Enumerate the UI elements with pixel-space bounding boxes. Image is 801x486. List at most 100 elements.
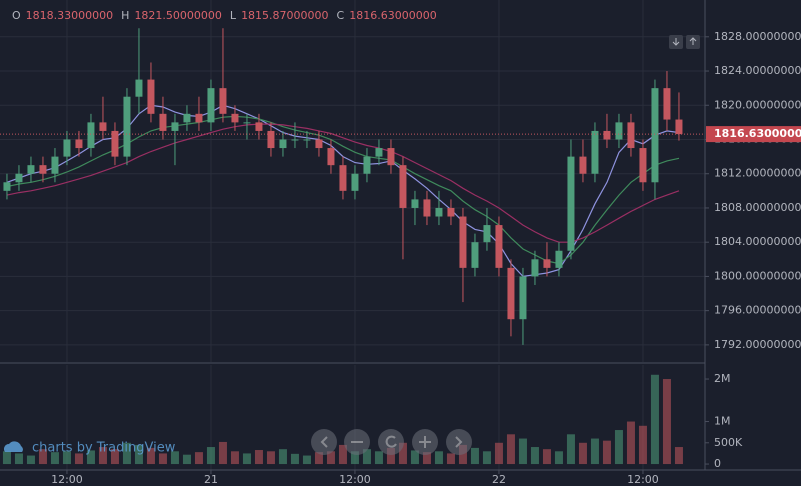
- icon: [672, 38, 680, 46]
- candle-body: [639, 148, 647, 183]
- candle-body: [39, 165, 47, 174]
- candle-body: [87, 122, 95, 149]
- watermark-text: charts by TradingView: [32, 441, 176, 456]
- candle-body: [459, 216, 467, 268]
- volume-bar: [530, 447, 539, 465]
- candle-body: [483, 225, 491, 243]
- volume-bar: [338, 444, 347, 465]
- y-tick-label: 1808.00000000: [714, 201, 801, 214]
- header-key: C: [337, 9, 345, 22]
- candle-body: [507, 267, 515, 320]
- header-value: 1816.63000000: [349, 9, 436, 22]
- volume-bar: [254, 450, 263, 465]
- volume-bar: [182, 454, 191, 465]
- volume-pane: [2, 374, 683, 465]
- candle-body: [543, 259, 551, 268]
- y-tick-label: 1828.00000000: [714, 30, 801, 43]
- volume-bar: [614, 430, 623, 465]
- volume-bar: [458, 444, 467, 465]
- candle-body: [207, 88, 215, 123]
- candle-body: [339, 165, 347, 191]
- volume-bar: [506, 434, 515, 465]
- volume-bar: [554, 451, 563, 465]
- candle-body: [327, 148, 335, 166]
- volume-bar: [26, 455, 35, 465]
- volume-bar: [302, 455, 311, 465]
- candle-body: [135, 79, 143, 97]
- volume-bar: [110, 449, 119, 465]
- volume-bar: [494, 442, 503, 465]
- candle-body: [219, 88, 227, 114]
- candle-body: [99, 122, 107, 131]
- volume-bar: [2, 451, 11, 465]
- volume-bar: [98, 447, 107, 465]
- reset-icon: [385, 435, 397, 448]
- candle-body: [399, 165, 407, 208]
- volume-bar: [350, 451, 359, 465]
- candle-body: [375, 148, 383, 157]
- candle-body: [363, 156, 371, 174]
- y-tick-label: 1796.00000000: [714, 304, 801, 317]
- volume-bar: [662, 379, 671, 465]
- volume-bar: [422, 452, 431, 465]
- candle-body: [3, 182, 11, 191]
- header-value: 1815.87000000: [241, 9, 328, 22]
- candle-body: [279, 139, 287, 149]
- volume-bar: [122, 442, 131, 465]
- candle-body: [147, 79, 155, 114]
- volume-bar: [314, 452, 323, 465]
- volume-bar: [434, 451, 443, 465]
- candle-body: [435, 207, 443, 217]
- candle-body: [183, 113, 191, 123]
- candle-body: [603, 130, 611, 140]
- header-key: H: [121, 9, 129, 22]
- volume-bar: [518, 438, 527, 465]
- nav-buttons[interactable]: [311, 429, 472, 455]
- candle-body: [27, 165, 35, 174]
- y-tick-label: 1812.00000000: [714, 167, 801, 180]
- y-tick-label: 1824.00000000: [714, 64, 801, 77]
- volume-bar: [374, 451, 383, 465]
- last-price-label: 1816.63000000: [714, 127, 801, 140]
- volume-bar: [410, 450, 419, 465]
- pane-buttons[interactable]: [669, 35, 700, 49]
- volume-tick-label: 1M: [714, 415, 731, 428]
- moving-average-line: [6, 123, 680, 243]
- candle-body: [495, 225, 503, 268]
- candle-body: [303, 139, 311, 141]
- candle-body: [243, 122, 251, 124]
- header-value: 1818.33000000: [26, 9, 113, 22]
- candle-body: [663, 88, 671, 120]
- x-tick-label: 21: [204, 473, 218, 486]
- axes: 1792.00000000 1796.00000000 1800.00000000 1…: [0, 30, 801, 486]
- y-tick-label: 1792.00000000: [714, 338, 801, 351]
- candle-body: [123, 96, 131, 157]
- nav-icons: [320, 436, 463, 448]
- candle-body: [111, 130, 119, 157]
- candle-body: [231, 113, 239, 123]
- volume-bar: [542, 449, 551, 465]
- scroll-right[interactable]: [446, 429, 472, 455]
- volume-bar: [626, 421, 635, 465]
- reset[interactable]: [378, 429, 404, 455]
- volume-bar: [194, 452, 203, 465]
- volume-bar: [590, 438, 599, 465]
- candle-body: [195, 113, 203, 123]
- header-key: L: [230, 9, 237, 22]
- y-tick-label: 1820.00000000: [714, 98, 801, 111]
- x-tick-label: 22: [492, 473, 506, 486]
- scroll-left[interactable]: [311, 429, 337, 455]
- candle-body: [171, 122, 179, 131]
- volume-bar: [38, 449, 47, 465]
- volume-bar: [206, 447, 215, 465]
- candle-body: [267, 130, 275, 149]
- candle-body: [471, 242, 479, 268]
- volume-tick-label: 500K: [714, 436, 743, 449]
- candle-body: [15, 173, 23, 183]
- volume-bar: [14, 453, 23, 465]
- volume-bar: [482, 451, 491, 465]
- x-tick-label: 12:00: [51, 473, 83, 486]
- volume-bar: [386, 447, 395, 465]
- candle-body: [447, 207, 455, 217]
